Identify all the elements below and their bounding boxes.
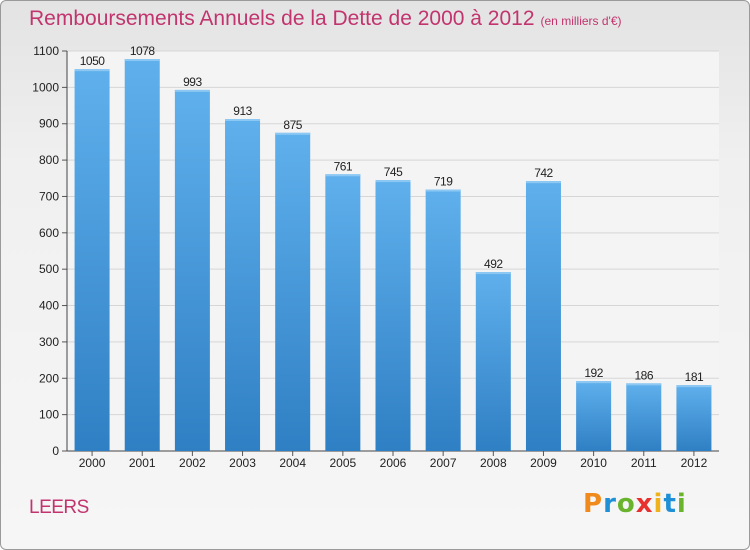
bar — [425, 189, 461, 451]
data-label: 875 — [283, 118, 302, 132]
data-label: 719 — [434, 175, 453, 189]
commune-name: LEERS — [29, 497, 89, 518]
data-label: 1078 — [130, 44, 156, 58]
bar-top-highlight — [576, 381, 612, 384]
x-tick-label: 2011 — [631, 456, 657, 470]
y-tick-label: 600 — [39, 226, 59, 240]
x-tick-label: 2004 — [279, 456, 306, 470]
bar-top-highlight — [676, 385, 712, 388]
bar-top-highlight — [124, 59, 160, 61]
bar — [626, 383, 662, 451]
logo-letter: o — [616, 489, 636, 519]
chart-title-text: Remboursements Annuels de la Dette de 20… — [29, 7, 535, 30]
bar — [676, 385, 712, 451]
logo-letter: i — [676, 489, 687, 519]
bar-top-highlight — [626, 383, 662, 386]
x-tick-label: 2007 — [430, 456, 457, 470]
bar — [375, 180, 411, 451]
x-tick-label: 2010 — [580, 456, 607, 470]
data-label: 993 — [183, 75, 202, 89]
data-label: 742 — [534, 166, 553, 180]
bar-top-highlight — [525, 181, 561, 184]
y-tick-label: 400 — [39, 299, 59, 313]
x-tick-label: 2001 — [129, 456, 156, 470]
y-tick-label: 900 — [39, 117, 59, 131]
y-tick-label: 200 — [39, 371, 59, 385]
y-tick-label: 500 — [39, 262, 59, 276]
bar-top-highlight — [325, 174, 361, 177]
x-tick-label: 2009 — [530, 456, 557, 470]
data-label: 745 — [384, 165, 403, 179]
data-label: 192 — [584, 366, 603, 380]
y-tick-label: 1000 — [32, 80, 59, 94]
data-label: 492 — [484, 257, 503, 271]
bar-top-highlight — [375, 180, 411, 183]
x-tick-label: 2000 — [79, 456, 106, 470]
x-tick-label: 2006 — [380, 456, 407, 470]
x-tick-label: 2005 — [329, 456, 356, 470]
data-label: 186 — [635, 368, 654, 382]
y-tick-label: 800 — [39, 153, 59, 167]
chart-subtitle: (en milliers d'€) — [540, 14, 622, 28]
bar-top-highlight — [275, 132, 311, 135]
logo-letter: r — [603, 489, 617, 519]
logo-letter: x — [635, 489, 654, 519]
y-tick-label: 100 — [39, 408, 59, 422]
data-label: 1050 — [80, 54, 106, 68]
x-tick-label: 2003 — [229, 456, 256, 470]
data-label: 761 — [334, 159, 353, 173]
bar-top-highlight — [174, 89, 210, 92]
bar — [576, 381, 612, 451]
bar — [275, 132, 311, 451]
logo-letter: P — [583, 489, 604, 519]
x-tick-label: 2008 — [480, 456, 507, 470]
proxiti-logo: Proxiti — [583, 489, 687, 519]
x-tick-label: 2012 — [681, 456, 708, 470]
bar-top-highlight — [425, 189, 461, 192]
data-label: 913 — [233, 104, 252, 118]
y-tick-label: 0 — [52, 444, 59, 458]
y-tick-label: 700 — [39, 189, 59, 203]
y-tick-label: 300 — [39, 335, 59, 349]
logo-letter: t — [663, 489, 677, 519]
bar-top-highlight — [475, 272, 511, 275]
bar — [74, 69, 110, 451]
bar — [325, 174, 361, 452]
bar-top-highlight — [225, 119, 261, 121]
bar — [525, 181, 561, 451]
x-tick-label: 2002 — [179, 456, 206, 470]
data-label: 181 — [685, 370, 704, 384]
logo-letter: i — [653, 489, 664, 519]
bar-top-highlight — [74, 69, 110, 72]
y-tick-label: 1100 — [33, 44, 59, 58]
bar — [124, 59, 160, 451]
chart-title: Remboursements Annuels de la Dette de 20… — [29, 7, 622, 31]
bar — [475, 272, 511, 451]
bar — [174, 89, 210, 451]
bar — [225, 119, 261, 451]
